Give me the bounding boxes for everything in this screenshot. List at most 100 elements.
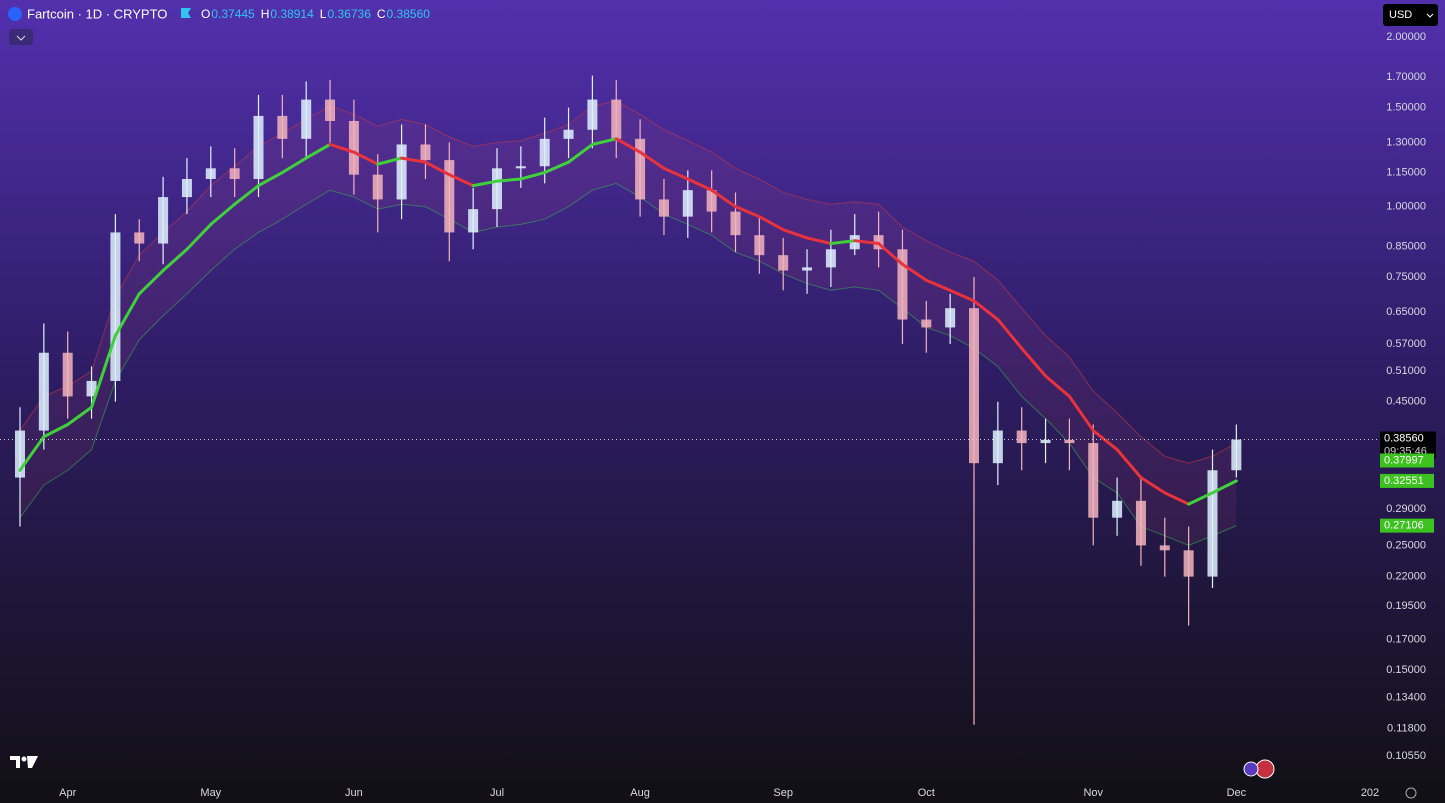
tv-logo <box>10 756 38 768</box>
ohlc-value: 0.38560 <box>387 7 431 21</box>
logo-part <box>27 756 38 768</box>
y-tick-label: 1.50000 <box>1386 102 1426 114</box>
candle-body <box>1231 439 1242 471</box>
currency-button[interactable] <box>1383 4 1438 26</box>
candle-body <box>658 199 669 217</box>
ohlc-key: H <box>261 7 270 21</box>
ma-segment <box>757 215 785 232</box>
candle-body <box>134 232 145 244</box>
y-tick-label: 0.25000 <box>1386 539 1426 551</box>
ma-segment <box>972 299 1000 322</box>
ma-segment <box>137 269 165 296</box>
ma-segment <box>185 222 213 251</box>
y-tick-label: 0.17000 <box>1386 634 1426 646</box>
series-end-box <box>1380 518 1434 533</box>
ma-segment <box>42 423 70 439</box>
candle-body <box>86 380 97 397</box>
candle-body <box>372 174 383 200</box>
ma-segment <box>519 171 547 181</box>
events-icon[interactable] <box>1243 761 1259 777</box>
ma-segment <box>1044 374 1071 398</box>
x-tick-label: Apr <box>59 787 76 799</box>
series-end-label: 0.37997 <box>1384 454 1424 466</box>
ma-segment <box>233 184 260 206</box>
ma-segment <box>781 228 809 240</box>
candle-body <box>825 249 836 268</box>
ma-segment <box>18 435 46 472</box>
ma-segment <box>877 242 904 266</box>
y-tick-label: 1.70000 <box>1386 71 1426 83</box>
candle-body <box>277 115 288 139</box>
ma-segment <box>1139 476 1167 495</box>
ma-segment <box>280 156 308 175</box>
ma-segment <box>686 177 714 192</box>
lower-band <box>19 182 1237 546</box>
ma-segment <box>1163 491 1191 506</box>
flag-icon[interactable] <box>181 8 191 18</box>
ma-segment <box>710 188 737 209</box>
ma-segment <box>805 236 833 246</box>
y-tick-label: 0.65000 <box>1386 306 1426 318</box>
candle-body <box>348 120 359 175</box>
candle-body <box>778 255 789 271</box>
settings-icon[interactable] <box>1405 787 1417 799</box>
collapse-button[interactable] <box>9 29 33 45</box>
candle-body <box>110 232 121 381</box>
logo-part <box>21 756 27 762</box>
candle-body <box>1207 470 1218 577</box>
candle-body <box>229 168 240 179</box>
y-tick-label: 1.30000 <box>1386 136 1426 148</box>
ma-segment <box>590 137 618 146</box>
symbol-logo <box>8 7 22 21</box>
ma-segment <box>113 292 141 338</box>
ma-segment <box>66 405 94 427</box>
candle-body <box>1159 545 1170 551</box>
candle-body <box>945 308 956 328</box>
y-tick-label: 0.51000 <box>1386 365 1426 377</box>
ma-segment <box>304 142 332 160</box>
symbol-title[interactable]: Fartcoin · 1D · CRYPTO <box>27 6 167 21</box>
ma-segment <box>423 160 451 177</box>
candle-body <box>563 129 574 139</box>
y-tick-label: 1.00000 <box>1386 201 1426 213</box>
ma-segment <box>400 156 427 164</box>
candle-body <box>706 190 717 212</box>
y-tick-label: 0.11800 <box>1387 723 1426 735</box>
y-tick-label: 0.29000 <box>1386 503 1426 515</box>
price-axis: 2.00000 1.70000 1.50000 1.30000 1.15000 1.000… <box>1380 31 1436 762</box>
ma-segment <box>734 205 761 219</box>
candle-body <box>1088 443 1099 518</box>
candle-body <box>158 197 169 244</box>
ma-segment <box>447 173 475 188</box>
x-tick-label: May <box>200 787 221 799</box>
events-icon[interactable] <box>1255 759 1275 779</box>
x-tick-label: Jun <box>345 787 363 799</box>
x-tick-label: Oct <box>918 787 935 799</box>
candle-body <box>515 166 526 169</box>
ma-segment <box>352 150 380 166</box>
ma-segment <box>543 160 571 175</box>
candle-body <box>635 138 646 200</box>
ma-segment <box>829 239 857 246</box>
ma-segment <box>376 156 404 166</box>
candle-body <box>539 138 550 167</box>
candle-body <box>1016 430 1027 444</box>
header: Fartcoin · 1D · CRYPTO O 0.37445 H 0.38914 L… <box>8 6 430 21</box>
y-tick-label: 2.00000 <box>1386 31 1426 43</box>
x-tick-label: Sep <box>773 787 793 799</box>
y-tick-label: 0.22000 <box>1386 571 1426 583</box>
ma-segment <box>1211 479 1238 495</box>
y-tick-label: 0.10550 <box>1386 750 1426 762</box>
candle-body <box>468 209 479 233</box>
candle-body <box>420 144 431 161</box>
upper-band <box>19 100 1237 464</box>
currency-label: USD <box>1389 9 1412 21</box>
ma-segment <box>900 262 928 282</box>
ohlc-key: O <box>201 7 210 21</box>
candle-body <box>1112 500 1123 518</box>
candle-body <box>897 249 908 320</box>
ma-segment <box>1020 346 1048 378</box>
y-tick-label: 0.57000 <box>1386 338 1426 350</box>
x-tick-label: Nov <box>1083 787 1103 799</box>
